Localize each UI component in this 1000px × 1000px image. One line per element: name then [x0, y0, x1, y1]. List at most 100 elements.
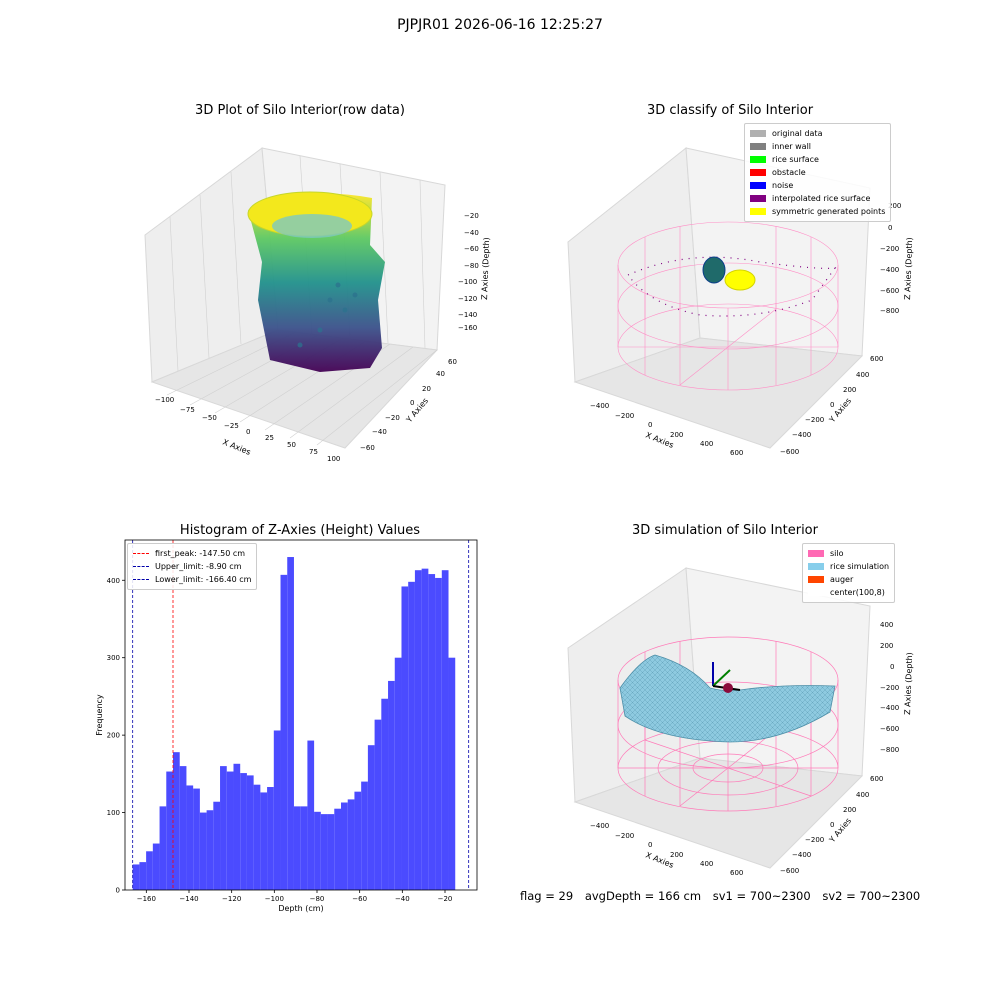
sim-y-tick: −200: [805, 836, 824, 844]
legend-label: rice simulation: [830, 562, 890, 571]
raw-z-tick: −140: [458, 311, 477, 319]
classify-x-tick: −400: [590, 402, 609, 410]
histogram-bar: [166, 771, 173, 890]
y-tick-label: 0: [116, 887, 120, 895]
raw-x-tick: −100: [155, 396, 174, 404]
histogram-chart: −160 −140 −120 −100 −80 −60 −40 −20 0 100 200 300 40…: [95, 539, 478, 913]
raw-z-tick: −40: [464, 229, 479, 237]
histogram-bar: [199, 812, 207, 890]
histogram-bar: [388, 680, 395, 890]
histogram-bar: [414, 570, 422, 890]
raw-y-label: Y Axies: [404, 396, 430, 425]
histogram-bar: [226, 771, 234, 890]
simulation-3d-panel: −400 −200 0 200 400 600 X Axies 600 400 …: [567, 567, 914, 877]
histogram-bar: [220, 766, 227, 890]
histogram-bar: [159, 806, 167, 890]
raw-x-tick: 25: [265, 434, 274, 442]
histogram-bar: [314, 811, 321, 890]
histogram-bar: [132, 864, 140, 890]
sim-x-tick: 200: [670, 851, 683, 859]
histogram-bar: [146, 851, 153, 890]
sim-pane-floor: [573, 757, 864, 869]
histogram-bar: [280, 574, 288, 890]
classify-z-tick: −200: [880, 245, 899, 253]
legend-swatch: [750, 169, 766, 176]
raw-y-tick: 0: [410, 399, 414, 407]
legend-label: first_peak: -147.50 cm: [155, 549, 246, 558]
classify-z-tick: −600: [880, 287, 899, 295]
classify-3d-panel: −400 −200 0 200 400 600 X Axies 600 400 …: [567, 147, 914, 457]
histogram-bar: [240, 773, 247, 890]
x-tick-label: −40: [395, 895, 410, 903]
legend-item: Upper_limit: -8.90 cm: [133, 560, 251, 573]
histogram-legend: first_peak: -147.50 cm Upper_limit: -8.9…: [127, 543, 258, 590]
legend-swatch: [750, 156, 766, 163]
legend-item: obstacle: [750, 166, 885, 179]
raw-x-tick: 0: [246, 428, 250, 436]
sim-y-tick: −600: [780, 867, 799, 875]
x-tick-label: −80: [310, 895, 325, 903]
histogram-bar: [320, 814, 328, 890]
legend-swatch: [750, 182, 766, 189]
simulation-legend: silo rice simulation auger center(100,8): [802, 543, 896, 603]
sim-z-tick: −200: [880, 684, 899, 692]
histogram-bar: [152, 843, 160, 890]
classify-z-tick: −800: [880, 307, 899, 315]
sim-z-tick: 200: [880, 642, 893, 650]
classify-plot-title: 3D classify of Silo Interior: [646, 103, 814, 118]
histogram-x-label: Depth (cm): [278, 904, 323, 913]
histogram-bar: [186, 785, 194, 890]
histogram-bar: [448, 657, 456, 890]
raw-plot-title: 3D Plot of Silo Interior(row data): [195, 103, 405, 118]
sv2-value: sv2 = 700~2300: [822, 889, 921, 903]
histogram-bar: [193, 788, 200, 890]
legend-swatch: [808, 576, 824, 583]
histogram-bar: [361, 781, 368, 890]
legend-swatch: [808, 563, 824, 570]
x-tick-label: −160: [137, 895, 156, 903]
sim-x-tick: 400: [700, 860, 713, 868]
histogram-bar: [327, 814, 335, 890]
status-footer: flag = 29 avgDepth = 166 cm sv1 = 700~23…: [520, 889, 928, 903]
sim-z-tick: 0: [890, 663, 894, 671]
classify-legend: original data inner wall rice surface ob…: [744, 123, 892, 222]
sim-y-tick: −400: [792, 851, 811, 859]
legend-item: auger: [808, 573, 889, 586]
histogram-y-label: Frequency: [95, 694, 104, 736]
classify-x-tick: −200: [615, 412, 634, 420]
histogram-bar: [179, 766, 187, 890]
legend-label: inner wall: [772, 142, 812, 151]
classify-z-tick: −400: [880, 266, 899, 274]
histogram-bar: [307, 740, 315, 890]
legend-swatch: [750, 195, 766, 202]
histogram-bar: [213, 801, 221, 890]
legend-item: original data: [750, 127, 885, 140]
raw-point-cloud: [248, 193, 385, 372]
avg-depth-value: avgDepth = 166 cm: [584, 889, 702, 903]
classify-pane-floor: [573, 337, 864, 449]
histogram-bar: [246, 775, 254, 890]
legend-line: [133, 579, 149, 580]
legend-label: original data: [772, 129, 823, 138]
histogram-bar: [367, 745, 375, 890]
histogram-bar: [408, 581, 415, 890]
histogram-bar: [260, 792, 268, 890]
legend-item: inner wall: [750, 140, 885, 153]
legend-item: rice surface: [750, 153, 885, 166]
legend-item: interpolated rice surface: [750, 192, 885, 205]
raw-3d-panel: −100 −75 −50 −25 0 25 50 75 100 X Axies …: [144, 147, 491, 463]
legend-label: center(100,8): [830, 588, 885, 597]
raw-z-tick: −80: [464, 262, 479, 270]
classify-y-tick: −400: [792, 431, 811, 439]
sim-z-tick: −600: [880, 725, 899, 733]
legend-label: Lower_limit: -166.40 cm: [155, 575, 252, 584]
legend-line: [133, 566, 149, 567]
simulation-plot-title: 3D simulation of Silo Interior: [632, 523, 818, 538]
legend-item: Lower_limit: -166.40 cm: [133, 573, 251, 586]
sim-z-tick: −400: [880, 704, 899, 712]
sim-y-tick: 400: [856, 791, 869, 799]
legend-item: symmetric generated points: [750, 205, 885, 218]
histogram-bar: [300, 806, 308, 890]
legend-item: rice simulation: [808, 560, 889, 573]
